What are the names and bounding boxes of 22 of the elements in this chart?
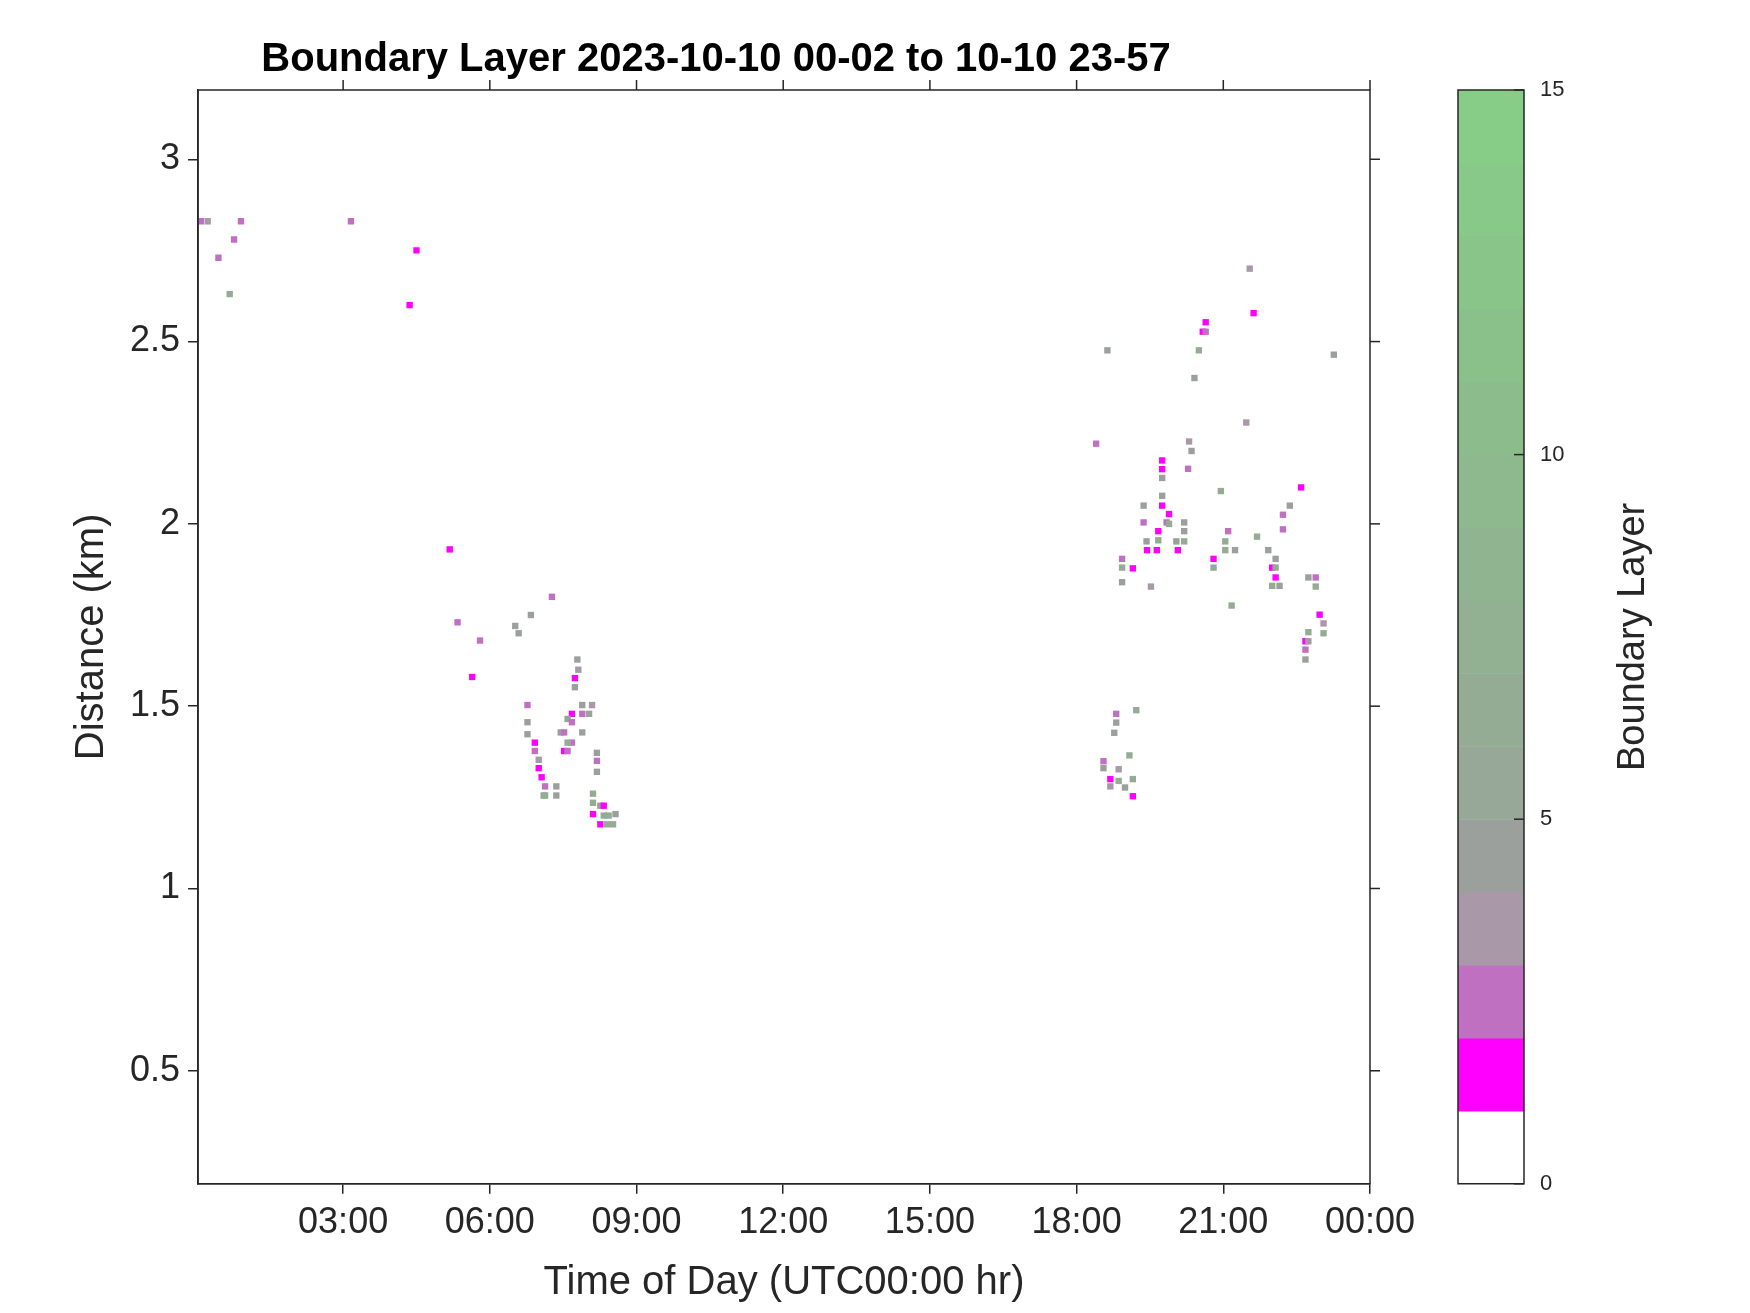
y-tick-label: 1 [160,865,181,907]
x-tick-label: 12:00 [738,1200,829,1242]
color-bar-label: 0 [1540,1169,1553,1195]
chart-title: Boundary Layer 2023-10-10 00-02 to 10-10 23-57 [261,35,1171,80]
color-bar-label: 5 [1540,805,1553,831]
y-tick-label: 2.5 [130,318,181,360]
x-tick-label: 06:00 [444,1200,535,1242]
x-tick-label: 00:00 [1324,1200,1416,1242]
y-axis-title: Distance (km) [67,513,112,761]
x-tick-label: 09:00 [591,1200,682,1242]
x-tick-label: 21:00 [1178,1200,1269,1242]
x-tick-label: 15:00 [884,1200,975,1242]
y-tick-label: 0.5 [130,1047,181,1089]
y-tick-label: 1.5 [130,683,181,725]
y-tick-label: 3 [160,136,181,178]
color-bar-title: Boundary Layer [1610,502,1653,772]
color-bar-label: 10 [1540,440,1565,466]
x-tick-label: 18:00 [1031,1200,1122,1242]
color-bar-label: 15 [1540,76,1565,102]
x-axis-title: Time of Day (UTC00:00 hr) [543,1258,1025,1303]
x-tick-label: 03:00 [298,1200,389,1242]
y-tick-label: 2 [160,500,181,542]
